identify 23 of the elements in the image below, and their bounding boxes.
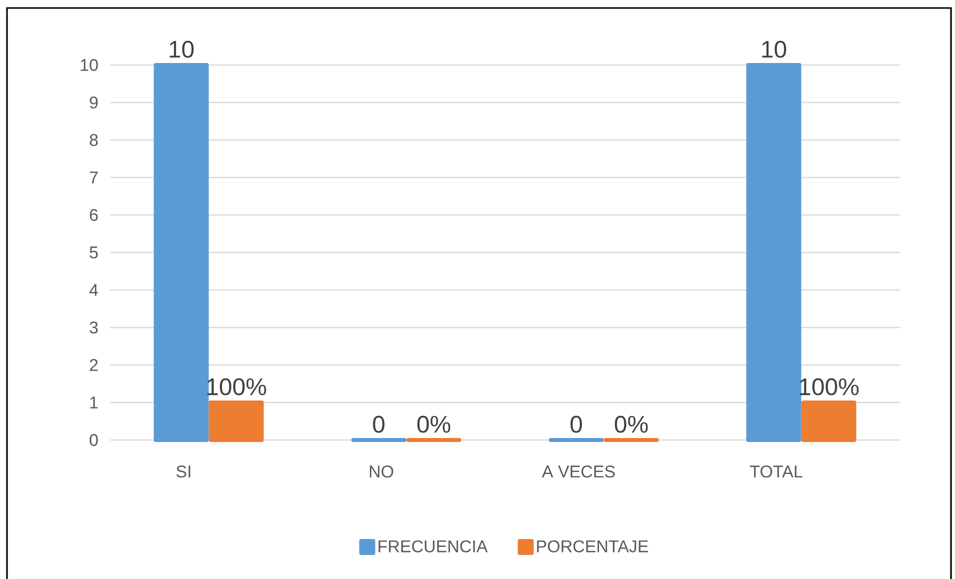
y-tick-label: 6 [90, 208, 98, 222]
y-tick-label: 3 [90, 321, 98, 334]
y-tick-label: 2 [90, 359, 98, 371]
data-label: 10 [170, 40, 194, 58]
data-label: 0% [614, 416, 648, 433]
x-tick-label: A VECES [542, 466, 615, 478]
x-tick-label: NO [370, 466, 394, 478]
x-tick-label: SI [176, 466, 190, 478]
y-tick-label: 7 [90, 172, 98, 184]
legend-label: PORCENTAJE [537, 540, 648, 552]
y-tick-label: 4 [89, 284, 98, 296]
data-label: 0% [417, 416, 450, 433]
y-tick-label: 1 [90, 396, 98, 408]
y-tick-label: 10 [80, 58, 98, 72]
x-tick-label: TOTAL [750, 466, 802, 478]
y-tick-label: 8 [90, 134, 98, 146]
data-label: 10 [762, 40, 786, 58]
data-label: 0 [373, 416, 384, 433]
y-tick-label: 5 [90, 246, 98, 258]
legend-label: FRECUENCIA [378, 540, 488, 552]
y-tick-label: 9 [90, 96, 98, 109]
data-label: 0 [570, 416, 582, 433]
y-tick-label: 0 [90, 434, 98, 446]
